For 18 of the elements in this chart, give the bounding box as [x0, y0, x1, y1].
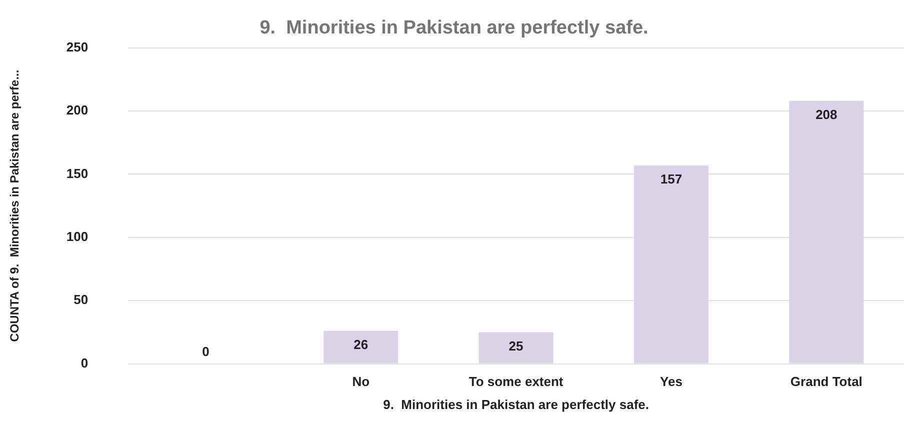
- y-tick-label: 250: [66, 39, 88, 54]
- x-tick-label: Grand Total: [790, 374, 862, 390]
- y-tick-label: 100: [66, 228, 88, 244]
- data-label: 26: [354, 337, 368, 352]
- data-label: 25: [508, 338, 524, 354]
- x-tick-label: Yes: [660, 374, 682, 390]
- data-label: 208: [816, 106, 838, 122]
- x-axis-title: 9. Minorities in Pakistan are perfectly safe.: [383, 396, 649, 412]
- x-tick-label: No: [352, 374, 370, 390]
- y-tick-label: 200: [66, 102, 88, 118]
- data-label: 157: [660, 171, 682, 186]
- y-tick-label: 150: [66, 166, 88, 181]
- data-label: 0: [202, 344, 210, 359]
- x-tick-label: To some extent: [468, 374, 564, 390]
- chart-title: 9. Minorities in Pakistan are perfectly safe.: [260, 18, 648, 39]
- y-tick-label: 50: [74, 292, 88, 308]
- y-axis-title: COUNTA of 9. Minorities in Pakistan are perfe...: [8, 70, 22, 342]
- y-tick-label: 0: [80, 355, 88, 370]
